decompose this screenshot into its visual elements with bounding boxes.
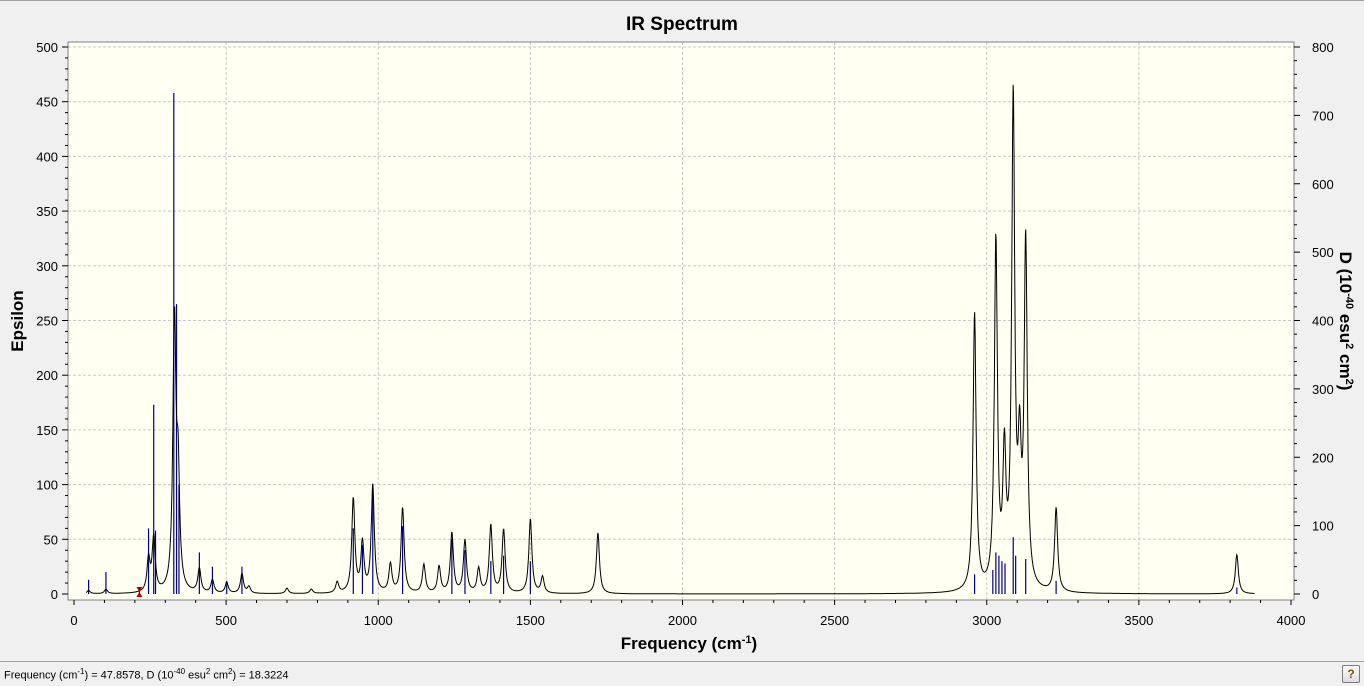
y-tick-label-left: 200 <box>36 368 58 383</box>
y-tick-label-left: 250 <box>36 314 58 329</box>
y-tick-label-right: 500 <box>1312 245 1334 260</box>
y-axis-label-left: Epsilon <box>8 290 27 351</box>
x-tick-label: 2500 <box>820 613 849 628</box>
y-tick-label-left: 300 <box>36 259 58 274</box>
x-tick-label: 1500 <box>516 613 545 628</box>
y-axis-label-right: D (10-40 esu2 cm2) <box>1336 252 1355 391</box>
x-tick-label: 3000 <box>972 613 1001 628</box>
y-tick-label-right: 300 <box>1312 382 1334 397</box>
y-tick-label-left: 0 <box>51 587 58 602</box>
ir-spectrum-chart[interactable]: 0 500 1000 1500 2000 2500 3000 3500 400005010015… <box>0 1 1364 662</box>
y-tick-label-left: 50 <box>44 532 58 547</box>
y-tick-label-right: 200 <box>1312 450 1334 465</box>
frequency-marker[interactable] <box>136 587 143 597</box>
x-tick-label: 3500 <box>1124 613 1153 628</box>
x-tick-label: 500 <box>215 613 237 628</box>
chart-title: IR Spectrum <box>626 14 738 35</box>
question-icon: ? <box>1347 667 1355 681</box>
x-tick-label: 0 <box>70 613 77 628</box>
y-tick-label-left: 500 <box>36 40 58 55</box>
y-tick-label-left: 400 <box>36 149 58 164</box>
help-button[interactable]: ? <box>1342 665 1360 683</box>
axis-ticks: 0 500 1000 1500 2000 2500 3000 3500 400005010015… <box>36 40 1333 628</box>
y-tick-label-left: 450 <box>36 95 58 110</box>
status-bar: Frequency (cm-1) = 47.8578, D (10-40 esu… <box>0 661 1364 686</box>
x-tick-label: 1000 <box>364 613 393 628</box>
y-tick-label-left: 150 <box>36 423 58 438</box>
grid-lines <box>68 42 1294 600</box>
y-tick-label-left: 100 <box>36 478 58 493</box>
y-tick-label-right: 100 <box>1312 519 1334 534</box>
chart-window: 0 500 1000 1500 2000 2500 3000 3500 4000 0 50 100 15… <box>0 0 1364 662</box>
y-tick-label-right: 600 <box>1312 177 1334 192</box>
y-tick-label-right: 0 <box>1312 587 1319 602</box>
x-axis-label: Frequency (cm-1) <box>621 634 757 653</box>
y-tick-label-right: 400 <box>1312 314 1334 329</box>
x-tick-label: 2000 <box>668 613 697 628</box>
y-tick-label-right: 800 <box>1312 40 1334 55</box>
status-readout: Frequency (cm-1) = 47.8578, D (10-40 esu… <box>4 667 289 682</box>
intensity-sticks <box>88 92 1238 594</box>
spectrum-curve <box>85 84 1255 595</box>
x-tick-label: 4000 <box>1277 613 1306 628</box>
y-tick-label-right: 700 <box>1312 108 1334 123</box>
y-tick-label-left: 350 <box>36 204 58 219</box>
